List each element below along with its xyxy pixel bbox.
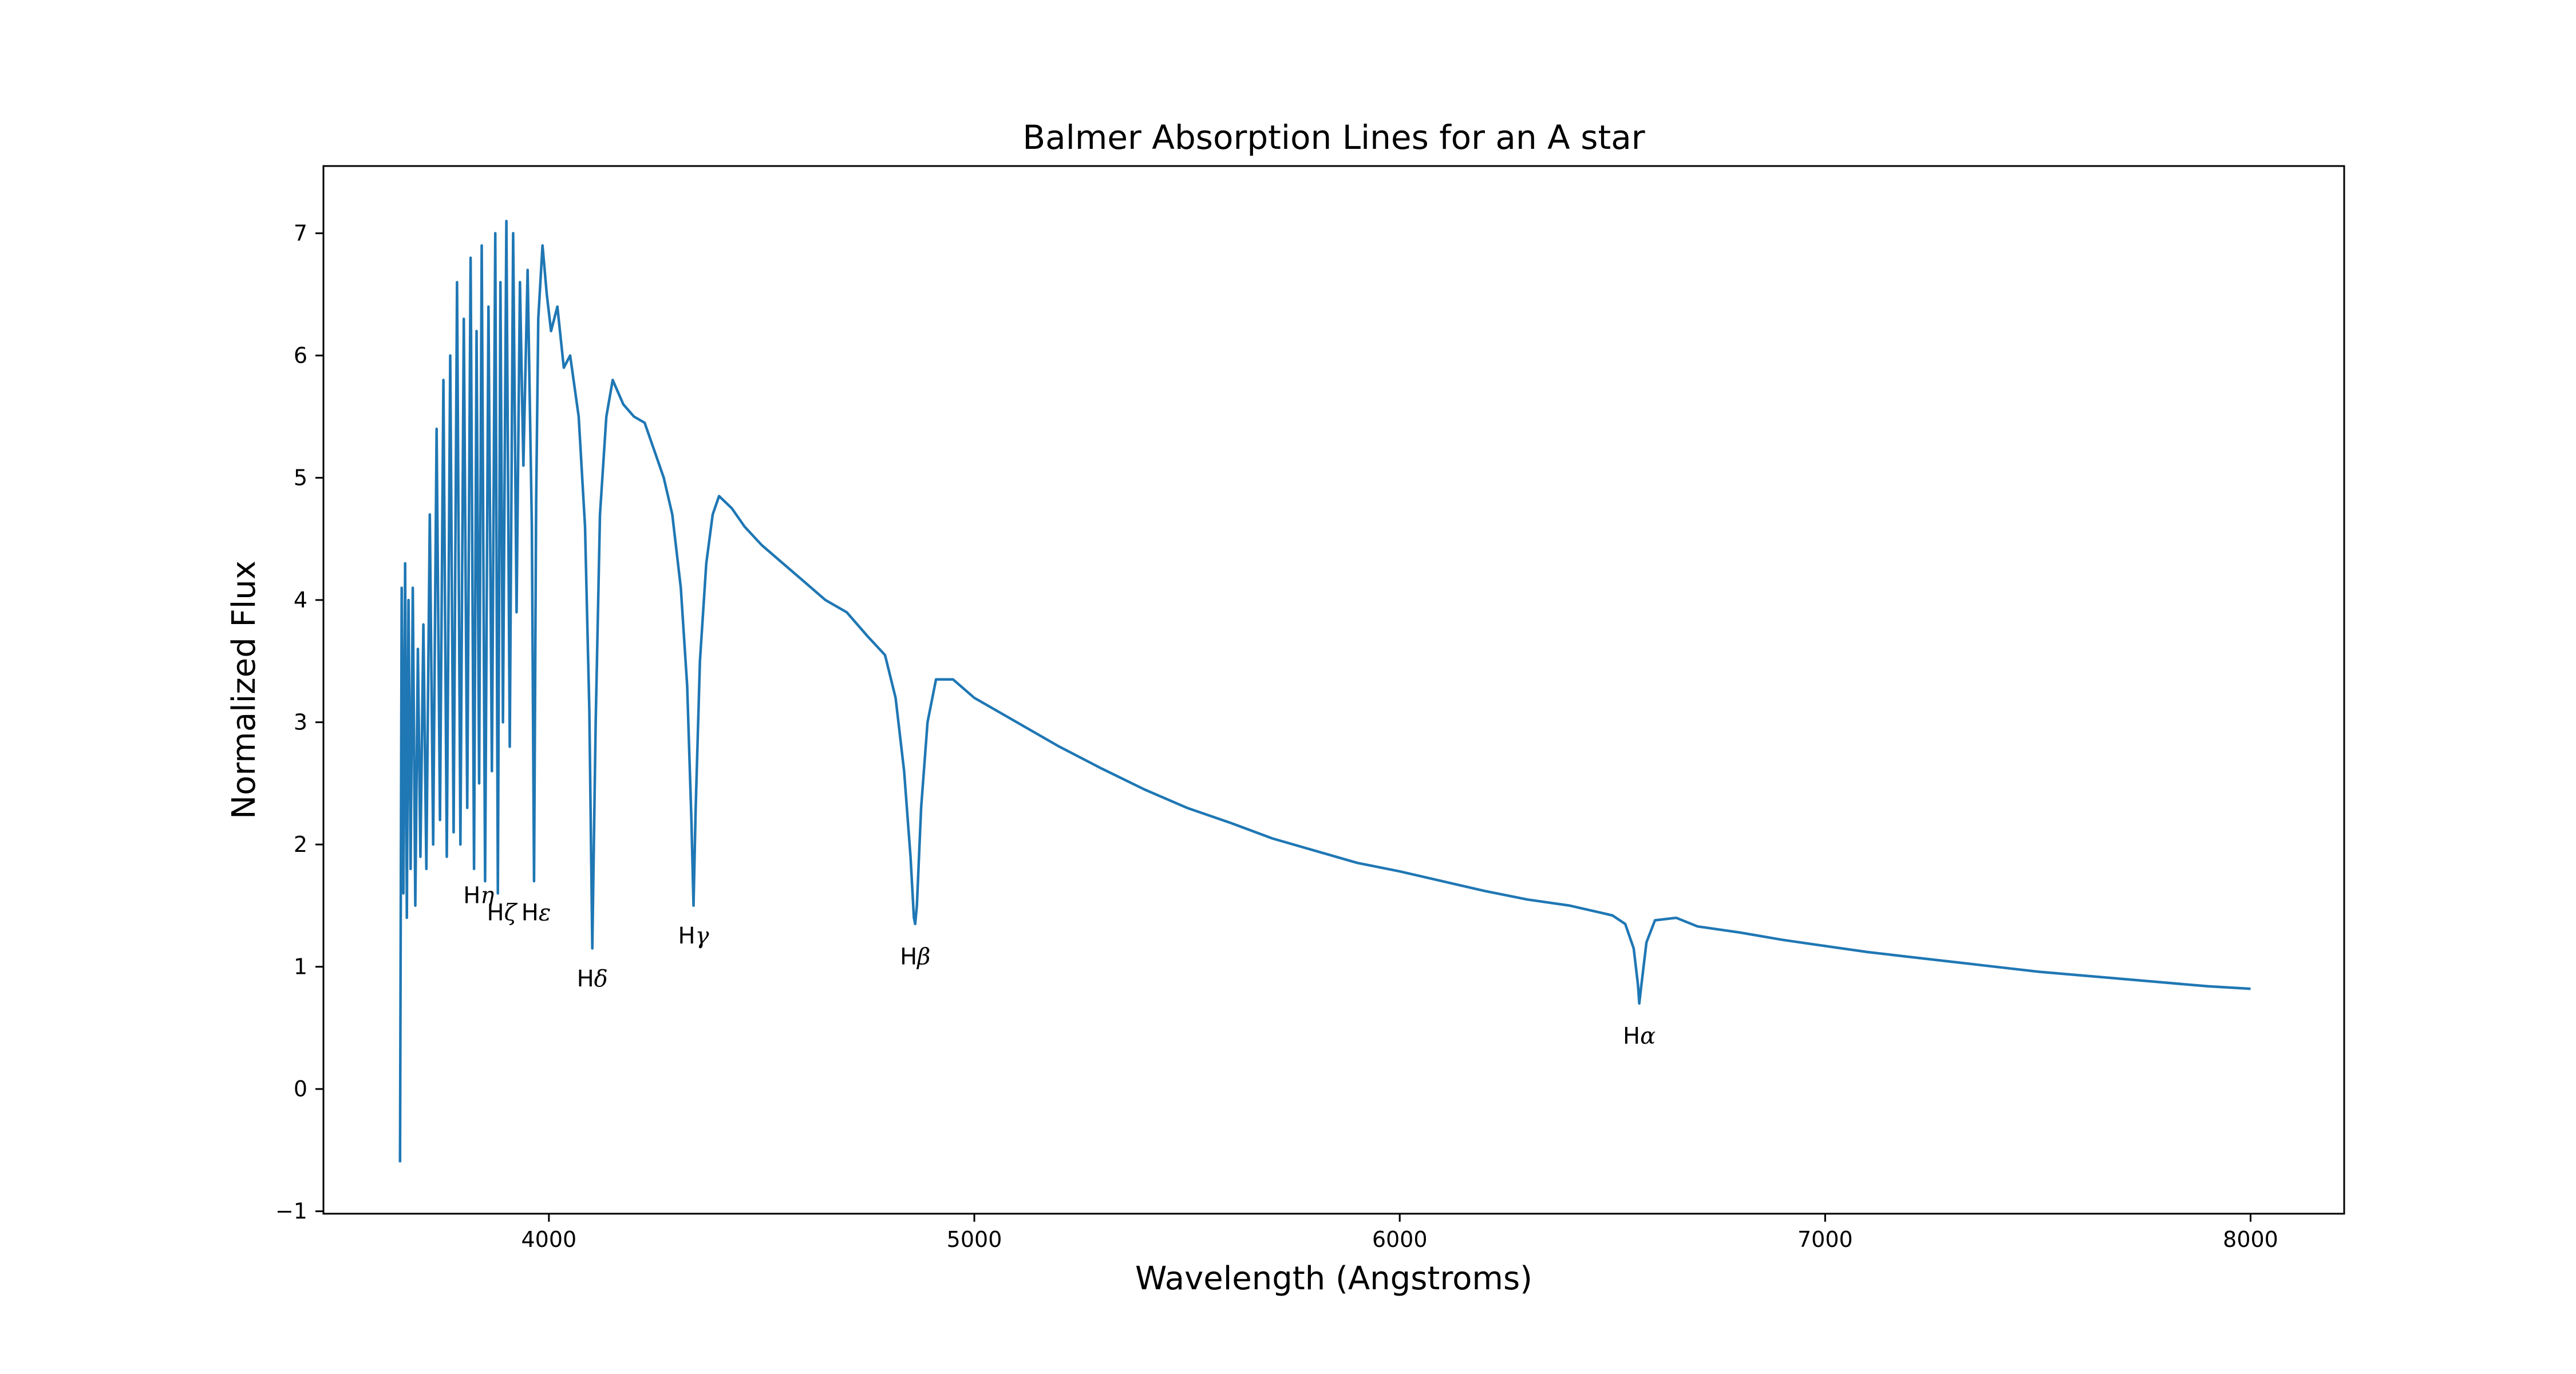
x-tick-label: 5000	[947, 1227, 1002, 1252]
y-tick-label: 0	[294, 1076, 307, 1101]
spectrum-line	[398, 219, 2251, 1163]
x-tick-label: 4000	[521, 1227, 577, 1252]
balmer-line-label: Hη	[463, 883, 494, 909]
y-tick-label: 6	[294, 343, 307, 368]
y-axis-title: Normalized Flux	[226, 560, 263, 819]
y-tick-label: −1	[275, 1199, 307, 1224]
y-tick-label: 5	[294, 465, 307, 491]
x-tick-label: 8000	[2223, 1227, 2278, 1252]
balmer-line-label: Hε	[521, 900, 551, 926]
chart-title: Balmer Absorption Lines for an A star	[1022, 118, 1645, 157]
x-axis: 4000 5000 6000 7000 8000	[521, 1214, 2278, 1252]
balmer-line-label: Hζ	[487, 900, 518, 926]
y-tick-label: 2	[294, 832, 307, 857]
y-axis: −1 0 1 2 3 4 5 6 7	[275, 220, 323, 1224]
x-tick-label: 6000	[1372, 1227, 1428, 1252]
y-tick-label: 1	[294, 954, 307, 980]
plot-area	[322, 165, 2345, 1215]
x-tick-label: 7000	[1797, 1227, 1853, 1252]
balmer-line-label: Hβ	[900, 943, 930, 970]
balmer-line-label: Hγ	[678, 923, 709, 949]
y-tick-label: 3	[294, 710, 307, 735]
plot-frame	[322, 165, 2345, 1215]
y-tick-label: 7	[294, 220, 307, 246]
x-axis-title: Wavelength (Angstroms)	[1135, 1260, 1532, 1297]
balmer-line-label: Hδ	[577, 966, 608, 992]
y-tick-label: 4	[294, 587, 307, 613]
balmer-line-label: Hα	[1623, 1023, 1656, 1049]
